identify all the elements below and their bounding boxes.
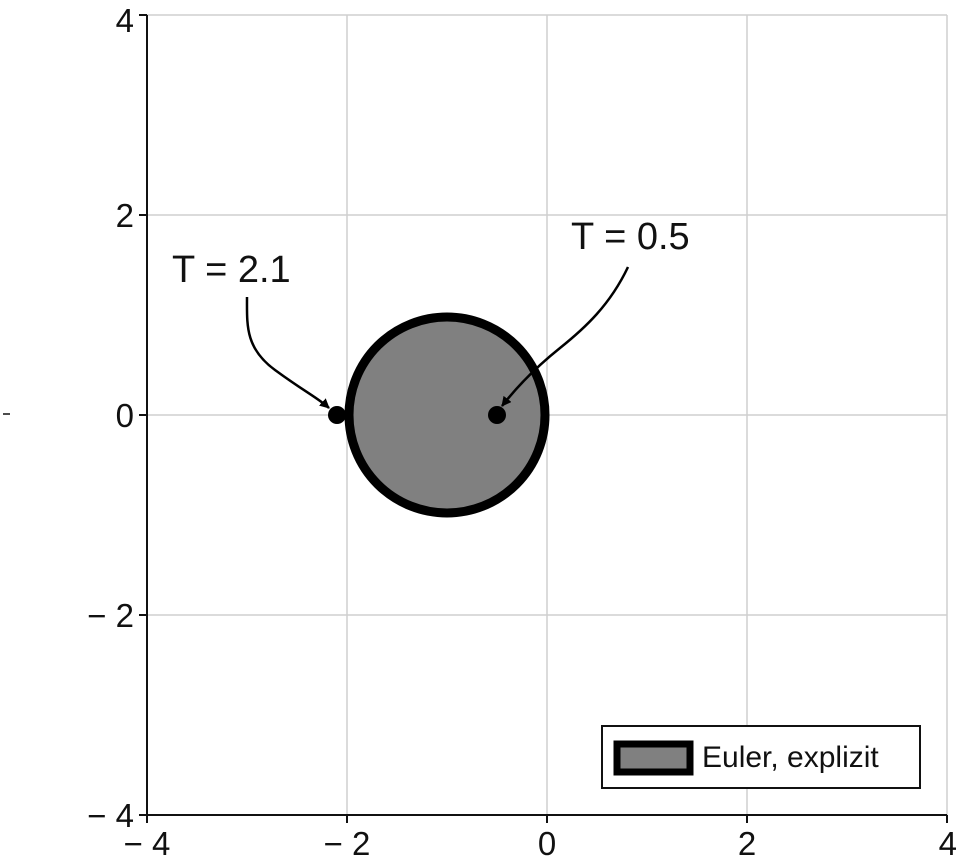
y-tick-label: 4 xyxy=(116,2,134,39)
annotation-arrow xyxy=(501,266,630,407)
axes: − 4 − 2 0 2 4 − 4 − 2 0 2 4 xyxy=(3,2,957,856)
series-circle-region xyxy=(344,312,550,518)
annotation-arrow xyxy=(245,296,330,409)
y-tick-label: 2 xyxy=(116,197,134,234)
annotation-label: T = 0.5 xyxy=(571,216,690,258)
legend-swatch xyxy=(613,740,694,776)
legend-label: Euler, explizit xyxy=(702,741,879,774)
x-tick-label: − 2 xyxy=(324,825,371,856)
legend: Euler, explizit xyxy=(601,725,921,789)
x-tick-label: 2 xyxy=(738,825,756,856)
y-tick-label: − 4 xyxy=(87,797,134,834)
x-tick-label: 4 xyxy=(939,825,957,856)
y-tick-label: − 2 xyxy=(87,597,134,634)
y-tick-label: 0 xyxy=(116,397,134,434)
series-layer xyxy=(328,312,550,518)
x-tick-label: − 4 xyxy=(124,825,171,856)
annotations: T = 2.1 T = 0.5 xyxy=(172,216,690,409)
data-point xyxy=(488,406,506,424)
annotation-label: T = 2.1 xyxy=(172,249,291,291)
data-point xyxy=(328,406,346,424)
x-tick-label: 0 xyxy=(538,825,556,856)
